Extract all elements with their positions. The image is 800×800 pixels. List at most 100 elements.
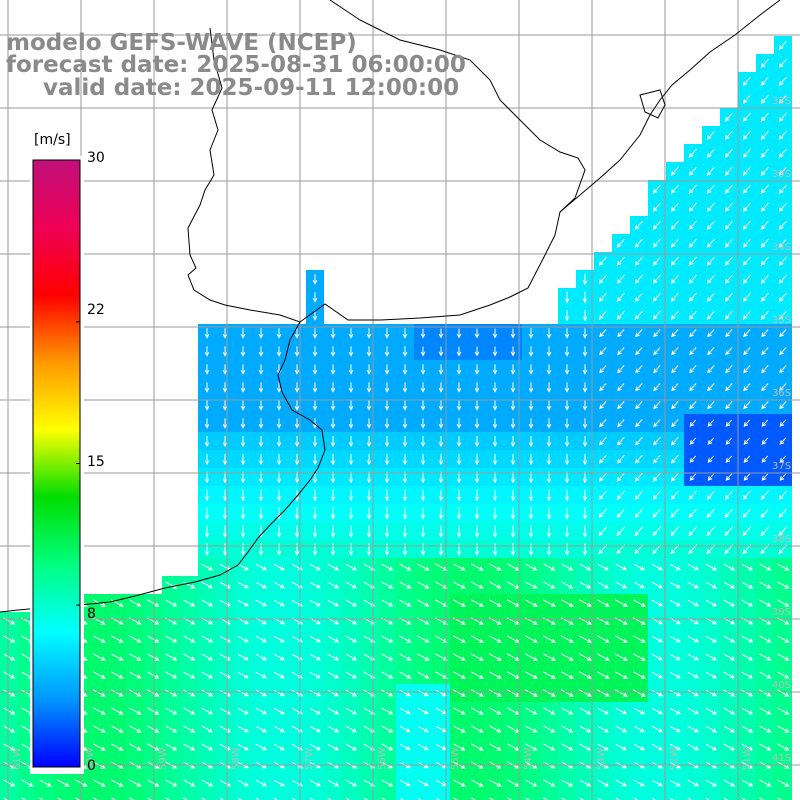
wind-cell: [54, 792, 72, 800]
wind-arrow: [488, 599, 502, 607]
wind-cell: [612, 792, 630, 800]
wind-cell: [144, 792, 162, 800]
wind-arrow: [240, 525, 246, 538]
wind-arrow: [742, 130, 751, 140]
wind-arrow: [492, 364, 498, 375]
wind-arrow: [723, 797, 729, 800]
wind-arrow: [330, 453, 336, 466]
wind-arrow: [110, 725, 124, 733]
wind-cell: [324, 792, 342, 800]
wind-arrow: [92, 707, 106, 715]
wind-arrow: [147, 635, 160, 643]
wind-arrow: [92, 779, 106, 787]
wind-arrow: [92, 653, 106, 661]
wind-arrow: [3, 707, 16, 715]
wind-arrow: [204, 525, 210, 538]
wind-arrow: [741, 707, 754, 715]
wind-arrow: [742, 274, 751, 284]
wind-arrow: [222, 364, 228, 375]
wind-arrow: [384, 328, 390, 339]
wind-arrow: [110, 671, 124, 679]
wind-arrow: [147, 707, 160, 715]
wind-arrow: [616, 238, 625, 248]
wind-arrow: [777, 725, 790, 733]
wind-arrow: [255, 599, 267, 607]
wind-arrow: [183, 581, 196, 589]
wind-arrow: [670, 454, 679, 464]
latitude-label: 33S: [772, 169, 791, 180]
wind-arrow: [129, 707, 142, 715]
wind-arrow: [474, 507, 480, 520]
wind-arrow: [420, 364, 426, 375]
wind-arrow: [687, 671, 700, 679]
wind-arrow: [598, 508, 608, 518]
wind-arrow: [564, 364, 570, 375]
wind-arrow: [760, 76, 769, 86]
wind-arrow: [779, 401, 787, 410]
wind-arrow: [258, 418, 264, 429]
wind-arrow: [759, 653, 772, 661]
wind-arrow: [669, 581, 681, 589]
wind-arrow: [255, 725, 267, 733]
wind-arrow: [596, 635, 610, 643]
wind-arrow: [273, 743, 285, 751]
wind-arrow: [578, 635, 592, 643]
wind-arrow: [582, 525, 588, 538]
wind-arrow: [294, 435, 300, 448]
wind-cell: [630, 792, 648, 800]
wind-arrow: [492, 400, 498, 411]
wind-arrow: [706, 292, 715, 302]
wind-arrow: [669, 563, 681, 571]
wind-arrow: [542, 635, 556, 643]
wind-cell: [0, 792, 18, 800]
longitude-label: 61W: [12, 747, 23, 770]
wind-arrow: [219, 725, 232, 733]
wind-arrow: [201, 743, 214, 751]
wind-arrow: [652, 310, 661, 320]
wind-arrow: [688, 292, 697, 302]
wind-arrow: [402, 400, 408, 411]
wind-arrow: [724, 256, 733, 266]
wind-cell: [720, 792, 738, 800]
wind-arrow: [488, 635, 502, 643]
wind-arrow: [384, 382, 390, 393]
wind-arrow: [777, 779, 790, 787]
wind-arrow: [183, 725, 196, 733]
wind-arrow: [327, 635, 340, 643]
wind-arrow: [309, 671, 322, 679]
wind-arrow: [222, 328, 228, 339]
wind-arrow: [363, 797, 369, 800]
wind-arrow: [312, 328, 318, 339]
wind-arrow: [204, 382, 210, 393]
wind-arrow: [597, 563, 610, 571]
wind-arrow: [240, 453, 246, 466]
wind-arrow: [488, 689, 502, 697]
wind-arrow: [366, 328, 372, 339]
wind-arrow: [348, 328, 354, 339]
wind-arrow: [669, 671, 681, 679]
wind-arrow: [546, 435, 552, 448]
wind-arrow: [599, 329, 607, 338]
wind-arrow: [201, 779, 214, 787]
wind-cell: [594, 792, 612, 800]
wind-arrow: [470, 707, 484, 715]
wind-arrow: [633, 779, 645, 787]
wind-arrow: [616, 274, 625, 284]
wind-arrow: [222, 400, 228, 411]
wind-arrow: [312, 310, 318, 321]
wind-arrow: [219, 779, 232, 787]
wind-arrow: [240, 489, 246, 502]
wind-arrow: [417, 797, 423, 800]
wind-arrow: [327, 707, 340, 715]
wind-arrow: [240, 435, 246, 448]
wind-arrow: [778, 40, 787, 50]
wind-arrow: [669, 779, 681, 787]
wind-arrow: [438, 507, 444, 520]
wind-arrow: [56, 779, 70, 787]
wind-arrow: [474, 328, 480, 339]
wind-arrow: [725, 401, 733, 410]
wind-arrow: [129, 725, 142, 733]
wind-arrow: [474, 525, 480, 538]
wind-arrow: [327, 779, 340, 787]
wind-arrow: [294, 382, 300, 393]
